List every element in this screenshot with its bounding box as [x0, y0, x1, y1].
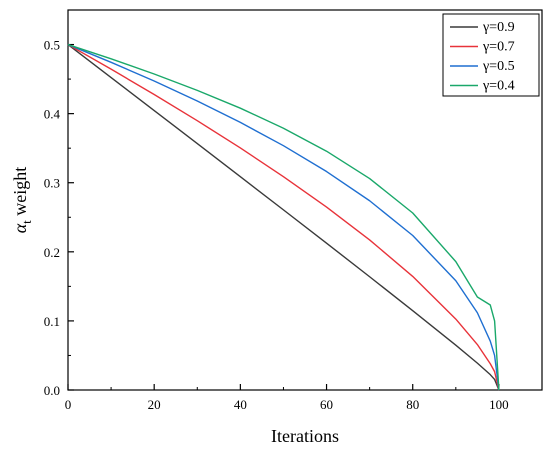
- y-tick-label: 0.0: [44, 383, 60, 398]
- x-tick-label: 60: [320, 397, 333, 412]
- x-tick-label: 80: [406, 397, 419, 412]
- x-axis: 0 20 40 60 80 100: [65, 384, 509, 412]
- x-axis-title: Iterations: [271, 426, 339, 446]
- series-lines: [67, 43, 500, 391]
- y-axis: 0.0 0.1 0.2 0.3 0.4 0.5: [44, 9, 74, 398]
- y-axis-title-subscript: t: [19, 220, 34, 224]
- y-tick-label: 0.3: [44, 176, 60, 191]
- y-axis-title: αt weight: [10, 167, 34, 234]
- y-tick-label: 0.5: [44, 38, 60, 53]
- x-tick-label: 0: [65, 397, 72, 412]
- legend-label: γ=0.9: [482, 20, 515, 35]
- legend: γ=0.9 γ=0.7 γ=0.5 γ=0.4: [442, 13, 540, 97]
- plot-frame: [67, 9, 543, 391]
- y-tick-label: 0.2: [44, 245, 60, 260]
- x-tick-label: 20: [148, 397, 161, 412]
- series-line: [67, 43, 500, 391]
- y-axis-title-symbol: α: [10, 223, 30, 233]
- series-line: [67, 43, 500, 391]
- x-tick-label: 40: [234, 397, 247, 412]
- series-line: [67, 43, 500, 391]
- legend-label: γ=0.7: [482, 40, 515, 55]
- y-axis-title-text: weight: [10, 167, 30, 221]
- legend-label: γ=0.4: [482, 79, 515, 94]
- legend-label: γ=0.5: [482, 59, 515, 74]
- x-tick-label: 100: [489, 397, 509, 412]
- y-tick-label: 0.1: [44, 314, 60, 329]
- y-tick-label: 0.4: [44, 107, 61, 122]
- series-line: [67, 43, 500, 391]
